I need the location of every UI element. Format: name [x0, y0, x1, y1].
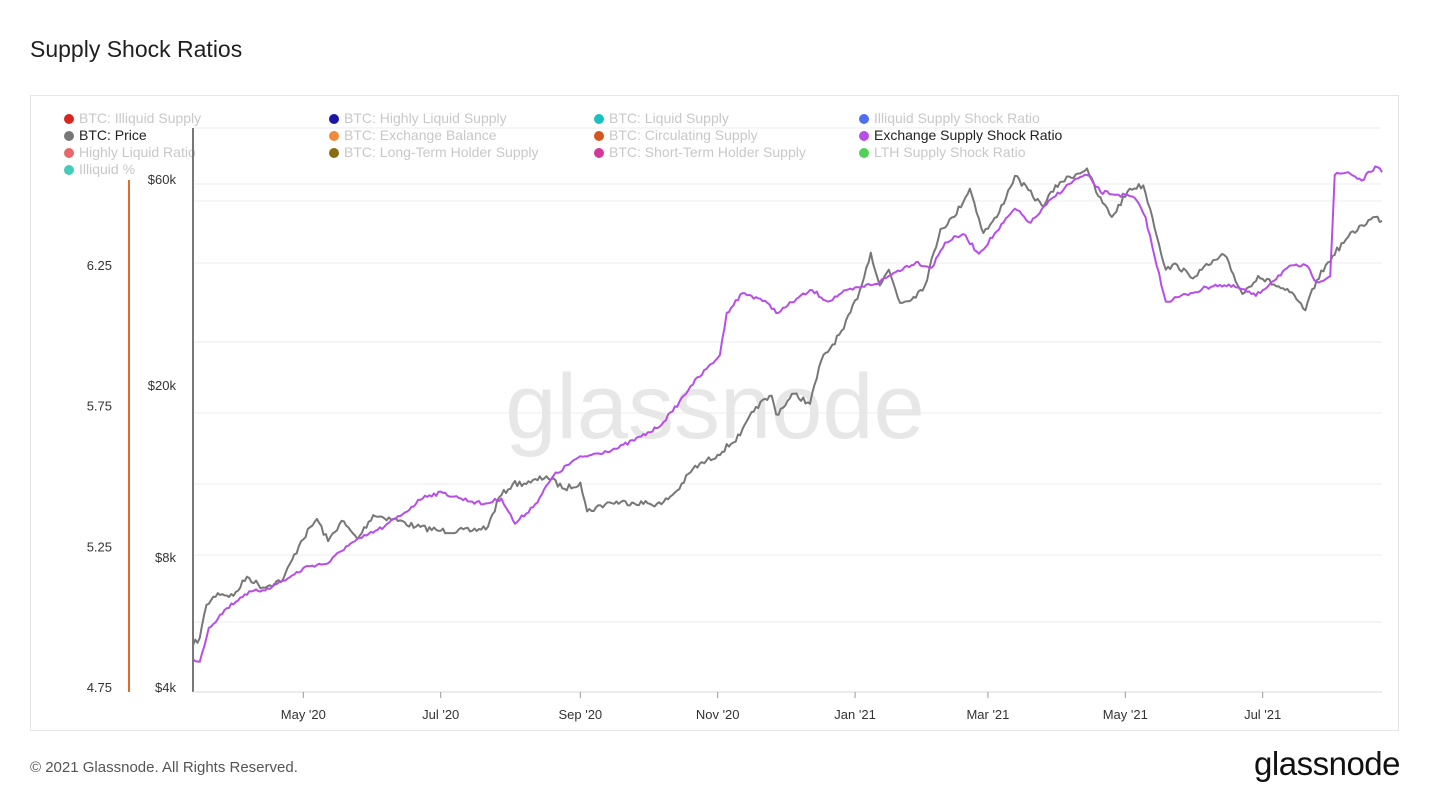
- y-price-tick-label: $60k: [148, 172, 177, 187]
- y-left-tick-label: 5.75: [87, 399, 112, 414]
- x-tick-label: Jul '20: [422, 707, 459, 722]
- legend-item[interactable]: BTC: Long-Term Holder Supply: [329, 144, 539, 161]
- legend-item[interactable]: BTC: Circulating Supply: [594, 127, 758, 144]
- x-tick-label: Mar '21: [966, 707, 1009, 722]
- y-price-tick-label: $8k: [155, 550, 176, 565]
- legend-item[interactable]: Illiquid %: [64, 161, 135, 178]
- copyright-text: © 2021 Glassnode. All Rights Reserved.: [30, 759, 298, 776]
- legend-dot-icon: [859, 147, 869, 158]
- legend-dot-icon: [64, 164, 74, 175]
- legend-item[interactable]: Exchange Supply Shock Ratio: [859, 127, 1062, 144]
- legend-dot-icon: [329, 113, 339, 124]
- x-tick-label: Nov '20: [696, 707, 740, 722]
- brand-logo: glassnode: [1254, 745, 1400, 782]
- exchange-supply-shock-ratio-line: [192, 165, 1383, 663]
- legend-dot-icon: [64, 130, 74, 141]
- y-left-tick-label: 4.75: [87, 680, 112, 695]
- legend-label: Highly Liquid Ratio: [79, 144, 196, 160]
- legend-item[interactable]: BTC: Illiquid Supply: [64, 110, 201, 127]
- y-left-tick-label: 5.25: [87, 539, 112, 554]
- x-tick-label: Jan '21: [834, 707, 876, 722]
- legend-item[interactable]: BTC: Price: [64, 127, 147, 144]
- legend-item[interactable]: LTH Supply Shock Ratio: [859, 144, 1025, 161]
- legend-label: LTH Supply Shock Ratio: [874, 144, 1026, 160]
- legend-dot-icon: [859, 113, 869, 124]
- chart-title: Supply Shock Ratios: [30, 36, 243, 62]
- x-tick-label: Sep '20: [558, 707, 602, 722]
- legend-item[interactable]: Illiquid Supply Shock Ratio: [859, 110, 1040, 127]
- legend-label: Exchange Supply Shock Ratio: [874, 127, 1063, 143]
- legend-dot-icon: [594, 130, 604, 141]
- legend-item[interactable]: Highly Liquid Ratio: [64, 144, 196, 161]
- legend-dot-icon: [594, 113, 604, 124]
- legend-dot-icon: [329, 130, 339, 141]
- legend-item[interactable]: BTC: Exchange Balance: [329, 127, 497, 144]
- legend-label: BTC: Liquid Supply: [609, 110, 729, 126]
- legend-label: Illiquid Supply Shock Ratio: [874, 110, 1040, 126]
- legend-label: BTC: Long-Term Holder Supply: [344, 144, 539, 160]
- legend-label: BTC: Exchange Balance: [344, 127, 497, 143]
- legend-item[interactable]: BTC: Short-Term Holder Supply: [594, 144, 806, 161]
- legend-item[interactable]: BTC: Highly Liquid Supply: [329, 110, 507, 127]
- chart-legend: BTC: Illiquid Supply BTC: Highly Liquid S…: [64, 110, 1164, 180]
- legend-label: BTC: Price: [79, 127, 147, 143]
- legend-item[interactable]: BTC: Liquid Supply: [594, 110, 729, 127]
- legend-dot-icon: [64, 113, 74, 124]
- legend-dot-icon: [64, 147, 74, 158]
- legend-label: BTC: Highly Liquid Supply: [344, 110, 507, 126]
- x-tick-label: May '21: [1103, 707, 1148, 722]
- legend-dot-icon: [859, 130, 869, 141]
- watermark-text: glassnode: [505, 356, 924, 458]
- legend-label: BTC: Circulating Supply: [609, 127, 758, 143]
- x-tick-label: Jul '21: [1244, 707, 1281, 722]
- legend-label: Illiquid %: [79, 161, 136, 177]
- x-tick-label: May '20: [281, 707, 326, 722]
- legend-label: BTC: Short-Term Holder Supply: [609, 144, 806, 160]
- legend-dot-icon: [594, 147, 604, 158]
- y-price-tick-label: $20k: [148, 378, 177, 393]
- y-left-tick-label: 6.25: [87, 258, 112, 273]
- legend-dot-icon: [329, 147, 339, 158]
- y-price-tick-label: $4k: [155, 680, 176, 695]
- legend-label: BTC: Illiquid Supply: [79, 110, 202, 126]
